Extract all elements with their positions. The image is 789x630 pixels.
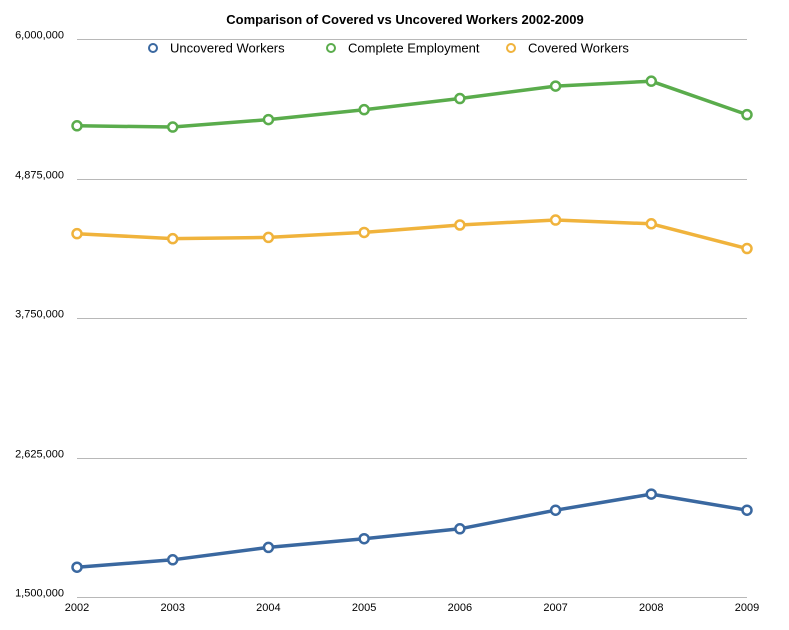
data-point — [262, 113, 275, 126]
data-point — [71, 120, 83, 132]
data-point — [645, 75, 658, 87]
y-tick-label: 6,000,000 — [15, 30, 64, 42]
x-tick-label: 2005 — [352, 602, 376, 614]
data-point — [166, 554, 179, 566]
series-complete-employment — [71, 75, 753, 133]
x-tick-label: 2002 — [65, 602, 89, 614]
data-point — [358, 226, 370, 239]
y-tick-label: 4,875,000 — [15, 170, 64, 182]
data-point — [262, 541, 275, 554]
data-point — [262, 231, 275, 244]
data-point — [71, 561, 83, 573]
legend-marker — [326, 43, 336, 53]
legend-item: Uncovered Workers — [148, 41, 285, 56]
x-tick-label: 2004 — [256, 602, 280, 614]
x-tick-label: 2006 — [448, 602, 472, 614]
x-tick-label: 2003 — [160, 602, 184, 614]
data-point — [71, 227, 83, 240]
data-point — [549, 214, 562, 226]
data-point — [741, 108, 753, 121]
x-axis-ticks: 2002 2003 2004 2005 2006 2007 2008 2009 — [65, 602, 759, 614]
legend-label: Uncovered Workers — [170, 41, 285, 56]
data-point — [166, 121, 179, 133]
y-tick-label: 2,625,000 — [15, 449, 64, 461]
data-point — [645, 488, 658, 500]
legend-label: Covered Workers — [528, 41, 629, 56]
data-point — [549, 504, 562, 516]
x-tick-label: 2009 — [735, 602, 759, 614]
gridlines — [77, 39, 747, 598]
y-axis-ticks: 1,500,000 2,625,000 3,750,000 4,875,000 6,00… — [15, 30, 64, 600]
data-point — [358, 103, 370, 116]
data-point — [358, 532, 370, 545]
series-uncovered-workers — [71, 488, 753, 573]
data-point — [645, 218, 658, 230]
data-point — [549, 80, 562, 92]
legend-item: Covered Workers — [506, 41, 629, 56]
data-point — [166, 232, 179, 245]
legend-marker — [506, 43, 516, 53]
legend: Uncovered Workers Complete Employment Cove… — [148, 41, 629, 56]
legend-marker — [148, 43, 158, 53]
y-tick-label: 3,750,000 — [15, 309, 64, 321]
legend-label: Complete Employment — [348, 41, 480, 56]
data-point — [741, 504, 753, 516]
x-tick-label: 2007 — [543, 602, 567, 614]
series-line — [75, 492, 749, 569]
series-line — [75, 79, 749, 129]
y-tick-label: 1,500,000 — [15, 588, 64, 600]
chart-title: Comparison of Covered vs Uncovered Worke… — [226, 12, 583, 27]
series-covered-workers — [71, 214, 753, 255]
data-point — [741, 242, 753, 255]
series-line — [75, 218, 749, 251]
data-point — [454, 523, 466, 535]
x-tick-label: 2008 — [639, 602, 663, 614]
series-group — [71, 75, 753, 573]
data-point — [454, 92, 466, 105]
legend-item: Complete Employment — [326, 41, 480, 56]
data-point — [454, 219, 466, 231]
